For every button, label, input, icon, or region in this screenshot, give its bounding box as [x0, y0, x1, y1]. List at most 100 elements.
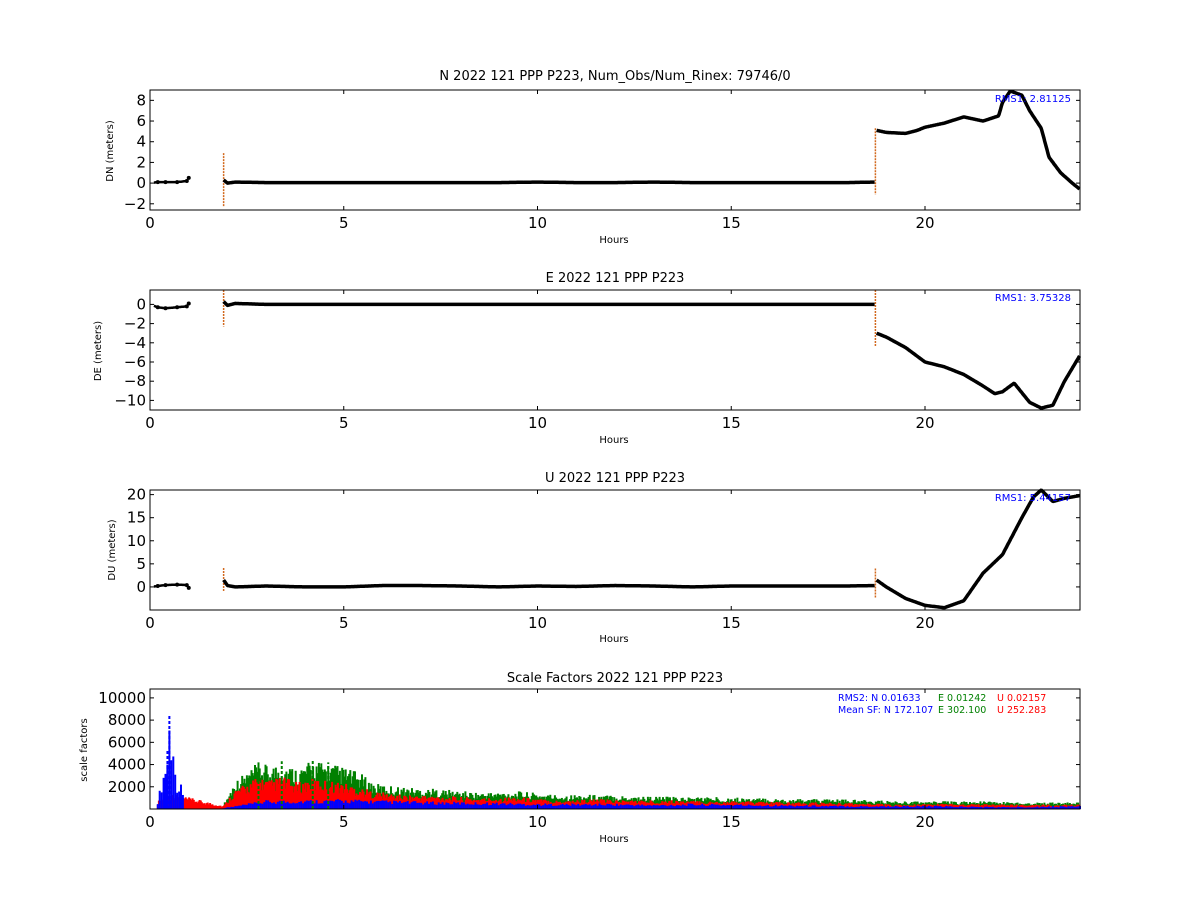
y-axis-label: DN (meters): [105, 120, 116, 182]
mean-sf-n-text: Mean SF: N 172.107: [838, 705, 933, 716]
data-point: [186, 175, 191, 180]
x-axis-label: Hours: [599, 634, 628, 645]
y-tick-label: −10: [114, 391, 146, 409]
y-tick-label: −8: [124, 372, 146, 390]
panel-east: E 2022 121 PPP P223 0 5 10 15 20 0 −2−4−6−8−10…: [93, 271, 1082, 446]
y-tick-label: 2: [136, 153, 146, 171]
error-bars: [222, 290, 877, 347]
data-point: [163, 583, 168, 588]
x-tick-label: 10: [528, 414, 547, 432]
panel-north: N 2022 121 PPP P223, Num_Obs/Num_Rinex: …: [105, 69, 1081, 246]
x-axis-label: Hours: [599, 834, 628, 845]
axes-frame: [149, 688, 1081, 810]
x-tick-label: 10: [528, 214, 547, 232]
trace-segment-end: [875, 488, 1081, 610]
axes-frame: [149, 89, 1081, 211]
rms1-annotation: RMS1: 2.81125: [995, 94, 1071, 105]
axes-frame: [149, 289, 1081, 411]
x-tick-label: 5: [339, 414, 349, 432]
y-tick-label: 8000: [108, 711, 146, 729]
x-tick-label: 5: [339, 614, 349, 632]
x-axis-label: Hours: [599, 235, 628, 246]
y-axis-label: DU (meters): [107, 519, 118, 580]
y-tick-label: −2: [124, 195, 146, 213]
x-tick-label: 0: [145, 813, 155, 831]
y-tick-label: 5: [136, 555, 146, 573]
rms2-e-text: E 0.01242: [938, 693, 986, 704]
y-tick-label: −4: [124, 334, 146, 352]
x-tick-label: 20: [915, 214, 934, 232]
panel-title: N 2022 121 PPP P223, Num_Obs/Num_Rinex: …: [439, 69, 790, 84]
x-tick-label: 15: [722, 214, 741, 232]
x-tick-label: 20: [915, 813, 934, 831]
error-bars: [222, 128, 877, 207]
y-tick-label: 15: [127, 509, 146, 527]
y-tick-label: 4000: [108, 756, 146, 774]
x-tick-label: 10: [528, 813, 547, 831]
y-tick-label: 8: [136, 91, 146, 109]
panel-title: Scale Factors 2022 121 PPP P223: [507, 671, 723, 686]
plot-area: 0 5 10 15 20 0 −2−4−6−8−10: [114, 289, 1082, 432]
x-tick-label: 15: [722, 414, 741, 432]
data-point: [163, 180, 168, 185]
y-tick-label: 0: [136, 295, 146, 313]
data-point: [184, 179, 189, 184]
rms2-u-text: U 0.02157: [997, 693, 1046, 704]
early-data-points: [155, 301, 191, 311]
y-tick-label: 10000: [98, 689, 146, 707]
y-tick-label: 6000: [108, 733, 146, 751]
x-tick-label: 20: [915, 614, 934, 632]
data-point: [155, 584, 160, 588]
x-axis-label: Hours: [599, 435, 628, 446]
y-tick-label: 0: [136, 578, 146, 596]
panel-scale-factors: Scale Factors 2022 121 PPP P223 0 5 10 15 20…: [79, 671, 1081, 845]
data-point: [184, 583, 189, 588]
stats-legend: RMS2: N 0.01633 E 0.01242 U 0.02157 Mean…: [838, 693, 1046, 716]
y-tick-label: 2000: [108, 778, 146, 796]
data-point: [175, 180, 180, 185]
trace-segment-end: [875, 331, 1082, 410]
trace-segment-main: [222, 300, 876, 308]
y-axis-label: DE (meters): [93, 321, 104, 381]
axes-frame: [149, 489, 1081, 611]
y-tick-label: −2: [124, 315, 146, 333]
rms2-n-text: RMS2: N 0.01633: [838, 693, 921, 704]
x-tick-label: 5: [339, 813, 349, 831]
trace-segment-end: [875, 89, 1081, 191]
x-tick-label: 5: [339, 214, 349, 232]
early-data-points: [155, 582, 191, 590]
mean-sf-e-text: E 302.100: [938, 705, 986, 716]
y-axis-label: scale factors: [79, 718, 90, 781]
y-tick-label: 10: [127, 532, 146, 550]
y-tick-label: 20: [127, 486, 146, 504]
y-tick-label: −6: [124, 353, 146, 371]
mean-sf-u-text: U 252.283: [997, 705, 1046, 716]
data-point: [175, 305, 180, 310]
y-tick-label: 6: [136, 112, 146, 130]
data-point: [163, 306, 168, 311]
panel-title: E 2022 121 PPP P223: [546, 271, 685, 286]
y-tick-label: 4: [136, 133, 146, 151]
data-point: [155, 305, 160, 310]
early-data-points: [155, 175, 191, 185]
data-point: [186, 585, 191, 590]
rms1-annotation: RMS1: 3.75328: [995, 293, 1071, 304]
data-point: [175, 582, 180, 587]
plot-area: 0 5 10 15 20 0 5 10 15 20: [127, 486, 1081, 632]
x-tick-label: 0: [145, 414, 155, 432]
x-tick-label: 20: [915, 414, 934, 432]
x-tick-label: 0: [145, 214, 155, 232]
plot-area: 0 5 10 15 20 2000 4000 6000 8000 10000: [98, 688, 1081, 831]
data-point: [155, 180, 160, 185]
x-tick-label: 15: [722, 614, 741, 632]
x-tick-label: 10: [528, 614, 547, 632]
trace-segment-main: [222, 578, 876, 589]
data-point: [186, 301, 191, 306]
data-point: [184, 304, 189, 309]
rms1-annotation: RMS1: 5.44157: [995, 493, 1071, 504]
panel-title: U 2022 121 PPP P223: [545, 471, 685, 486]
x-tick-label: 15: [722, 813, 741, 831]
